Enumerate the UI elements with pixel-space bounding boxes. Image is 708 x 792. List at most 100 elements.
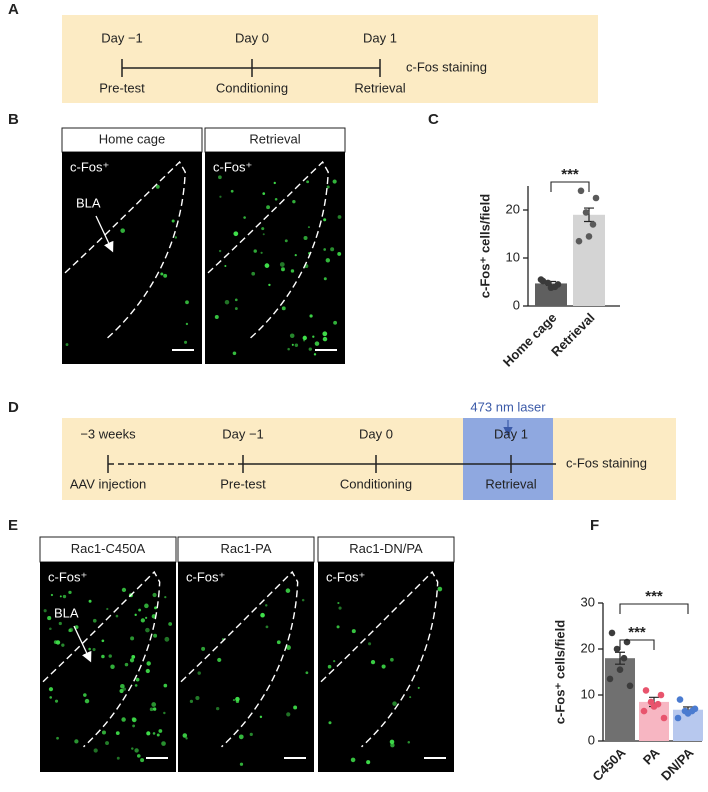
cell-dot: [144, 603, 149, 609]
cell-dot: [390, 657, 394, 662]
region-label: BLA: [76, 195, 101, 210]
cell-dot: [302, 335, 307, 341]
cell-dot: [136, 754, 141, 758]
data-point: [657, 691, 665, 699]
cell-dot: [280, 267, 286, 272]
y-tick-label: 20: [506, 201, 520, 216]
cell-dot: [392, 701, 397, 706]
cell-dot: [110, 664, 115, 669]
stain-label: c-Fos⁺: [186, 569, 225, 584]
data-point: [640, 707, 648, 715]
cell-dot: [217, 657, 222, 663]
panel-label: A: [8, 1, 19, 18]
event-day: −3 weeks: [80, 426, 136, 441]
x-tick-label: PA: [640, 745, 663, 768]
y-tick-label: 0: [513, 297, 520, 312]
cell-dot: [122, 687, 127, 691]
x-tick-label: C450A: [589, 745, 629, 785]
cell-dot: [274, 197, 278, 201]
cell-dot: [50, 593, 54, 597]
event-day: Day 0: [235, 30, 269, 45]
cell-dot: [351, 629, 356, 634]
cell-dot: [330, 247, 335, 252]
data-point: [608, 629, 616, 637]
cell-dot: [146, 661, 151, 666]
cell-dot: [48, 687, 54, 692]
cell-dot: [135, 677, 140, 682]
cell-dot: [224, 299, 230, 305]
cell-dot: [83, 693, 87, 697]
cell-dot: [264, 263, 270, 268]
event-name: Retrieval: [485, 476, 536, 491]
cell-dot: [239, 762, 244, 766]
cell-dot: [58, 621, 62, 626]
cell-dot: [68, 628, 72, 633]
cell-dot: [368, 642, 372, 646]
cell-dot: [163, 273, 168, 278]
cell-dot: [323, 218, 327, 222]
cell-dot: [322, 336, 328, 342]
cell-dot: [273, 181, 276, 185]
cell-dot: [285, 588, 291, 593]
cell-dot: [74, 739, 79, 744]
cell-dot: [120, 228, 126, 233]
panel-label: C: [428, 111, 439, 128]
cell-dot: [129, 658, 135, 663]
image-header-box: [61, 127, 203, 153]
data-point: [684, 710, 692, 717]
cell-dot: [185, 300, 189, 305]
bla-outline: [207, 160, 329, 340]
event-day: Day 0: [359, 426, 393, 441]
cell-dot: [337, 251, 342, 256]
cell-dot: [189, 699, 194, 703]
event-name: Pre-test: [99, 80, 145, 95]
cell-dot: [84, 698, 90, 704]
panel-label: F: [590, 517, 599, 534]
significance-bracket: [619, 639, 655, 650]
event-day: Day 1: [494, 426, 528, 441]
cell-dot: [131, 747, 134, 750]
cell-dot: [152, 707, 157, 711]
data-point: [650, 703, 658, 710]
bla-outline: [180, 570, 299, 748]
cell-dot: [134, 684, 138, 687]
cell-dot: [338, 606, 342, 610]
cell-dot: [238, 734, 244, 740]
y-tick-label: 30: [581, 594, 595, 609]
cell-dot: [259, 715, 263, 719]
cell-dot: [262, 233, 265, 236]
cell-dot: [230, 189, 234, 193]
y-tick-label: 20: [581, 640, 595, 655]
timeline-background: [62, 15, 598, 103]
cell-dot: [163, 683, 168, 688]
cell-dot: [115, 731, 120, 736]
cell-dot: [301, 598, 305, 602]
cell-dot: [253, 249, 257, 253]
cell-dot: [164, 596, 167, 599]
stain-label: c-Fos⁺: [326, 569, 365, 584]
cell-dot: [106, 607, 109, 611]
cell-dot: [138, 608, 142, 612]
cell-dot: [121, 717, 126, 722]
cell-dot: [261, 227, 265, 231]
x-tick-label: DN/PA: [658, 745, 697, 784]
cell-dot: [216, 706, 220, 711]
cell-dot: [119, 688, 124, 694]
cell-dot: [284, 239, 288, 243]
y-axis-label: c-Fos⁺ cells/field: [552, 620, 567, 724]
significance-label: ***: [628, 624, 646, 641]
cell-dot: [88, 647, 91, 651]
cell-dot: [322, 331, 328, 337]
x-tick-label: Home cage: [500, 310, 560, 370]
y-tick-label: 10: [581, 686, 595, 701]
cell-dot: [218, 249, 222, 253]
cell-dot: [328, 721, 332, 725]
event-name: Pre-test: [220, 476, 266, 491]
micrograph: [62, 152, 202, 364]
cell-dot: [158, 729, 163, 733]
cell-dot: [390, 743, 395, 748]
micrograph: [178, 562, 314, 772]
cell-dot: [68, 590, 72, 595]
cell-dot: [105, 741, 109, 746]
